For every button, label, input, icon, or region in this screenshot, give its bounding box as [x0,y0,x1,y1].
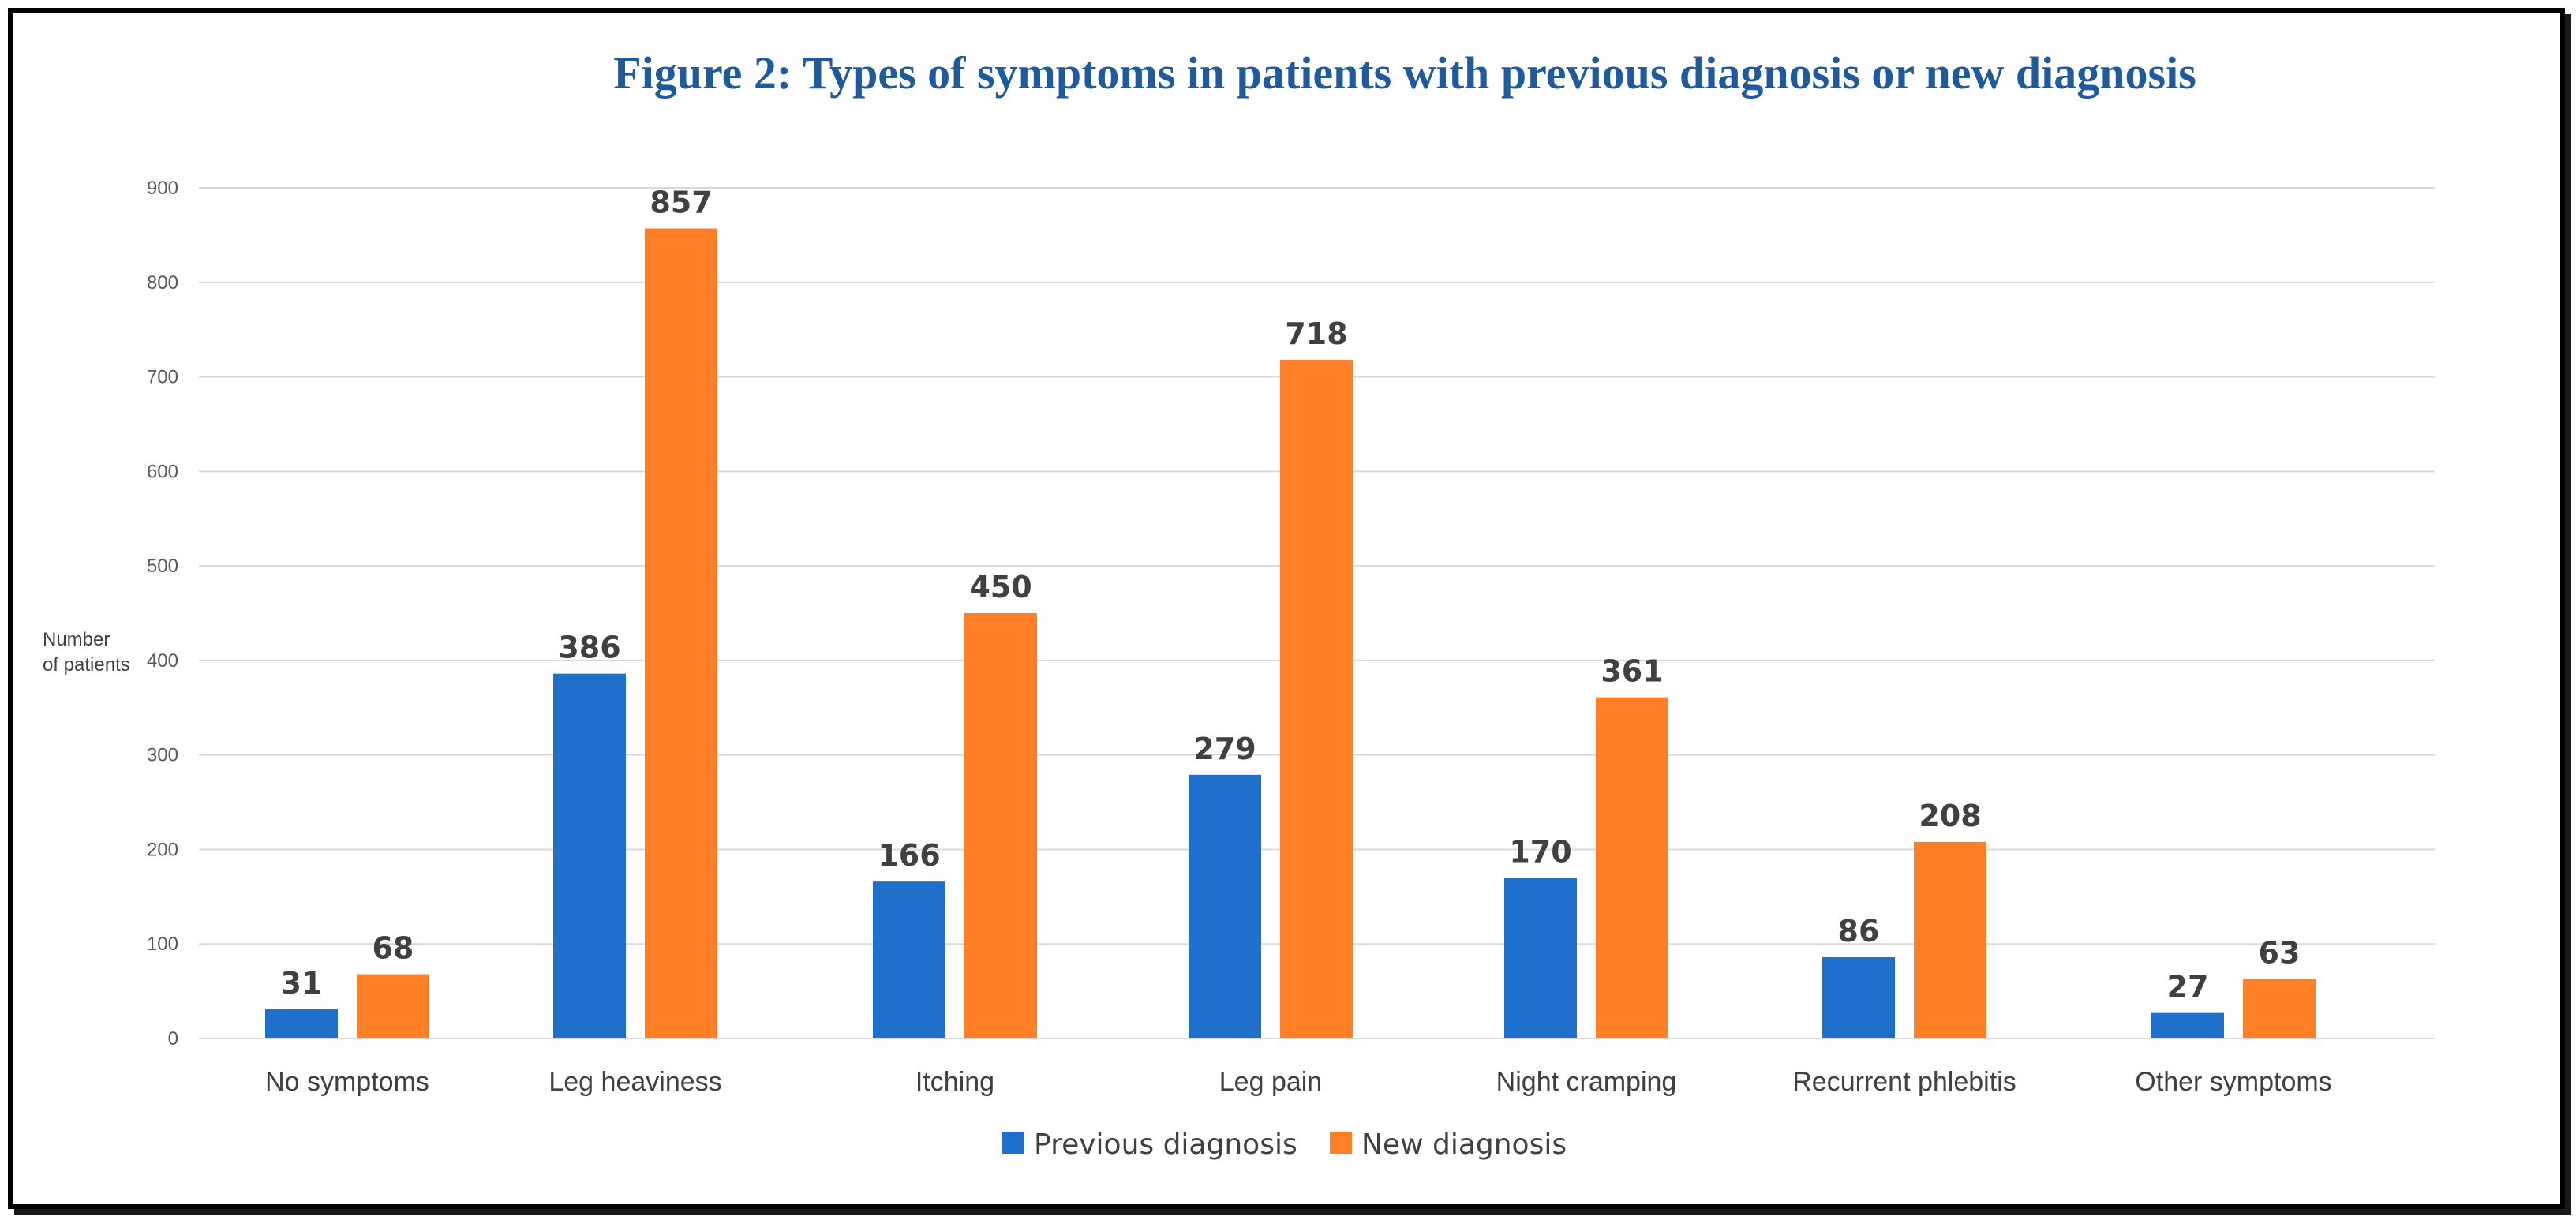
value-label-new-1: 857 [650,185,712,220]
y-tick-500: 500 [147,556,178,577]
y-tick-800: 800 [147,272,178,294]
value-label-new-3: 718 [1285,316,1347,351]
category-label-6: Other symptoms [2135,1067,2331,1097]
value-labels: 31 68 386 857 166 450 279 718 170 361 86 208 27 63 [281,185,2301,1005]
bar-new-5 [1914,841,1986,1038]
value-label-previous-4: 170 [1509,834,1571,869]
bar-previous-4 [1504,878,1577,1038]
category-label-1: Leg heaviness [549,1067,721,1097]
y-tick-0: 0 [168,1028,178,1050]
bar-previous-3 [1189,774,1261,1038]
category-label-4: Night cramping [1496,1067,1677,1097]
y-tick-900: 900 [147,178,178,199]
y-tick-100: 100 [147,934,178,955]
value-label-previous-5: 86 [1838,914,1880,949]
bar-new-0 [357,974,429,1038]
value-label-previous-0: 31 [281,966,323,1001]
bar-previous-5 [1822,956,1895,1038]
value-label-previous-3: 279 [1193,732,1256,766]
bar-previous-1 [553,673,626,1038]
y-axis-label-line-2: of patients [43,654,130,675]
bar-new-2 [964,613,1037,1038]
y-axis-ticks: 0 100 200 300 400 500 600 700 800 900 [147,178,178,1050]
value-label-new-2: 450 [969,570,1032,604]
legend: Previous diagnosis New diagnosis [1002,1128,1567,1161]
value-label-new-5: 208 [1919,799,1981,833]
category-label-2: Itching [915,1067,994,1097]
value-label-new-0: 68 [373,931,414,966]
bar-new-3 [1280,359,1353,1038]
y-tick-300: 300 [147,745,178,766]
bars [265,228,2316,1039]
category-label-5: Recurrent phlebitis [1792,1067,2016,1097]
legend-swatch-0 [1002,1132,1024,1154]
bar-previous-6 [2151,1012,2224,1038]
value-label-previous-6: 27 [2167,970,2209,1005]
category-labels: No symptoms Leg heaviness Itching Leg pain N… [265,1067,2332,1097]
category-label-3: Leg pain [1219,1067,1322,1097]
bar-new-6 [2243,979,2316,1038]
y-tick-200: 200 [147,839,178,860]
y-tick-700: 700 [147,367,178,388]
category-label-0: No symptoms [265,1067,429,1097]
chart-title: Figure 2: Types of symptoms in patients … [613,47,2196,99]
legend-label-0: Previous diagnosis [1034,1128,1297,1161]
legend-swatch-1 [1330,1132,1352,1154]
value-label-previous-2: 166 [878,838,940,873]
value-label-new-6: 63 [2259,936,2301,971]
y-tick-400: 400 [147,650,178,672]
legend-label-1: New diagnosis [1361,1128,1567,1161]
y-axis-label-line-1: Number [43,629,110,650]
bar-new-1 [645,228,717,1039]
bar-previous-2 [873,881,945,1038]
value-label-previous-1: 386 [558,631,620,665]
value-label-new-4: 361 [1601,654,1663,689]
bar-new-4 [1596,697,1668,1038]
bar-previous-0 [265,1009,338,1038]
y-tick-600: 600 [147,461,178,482]
